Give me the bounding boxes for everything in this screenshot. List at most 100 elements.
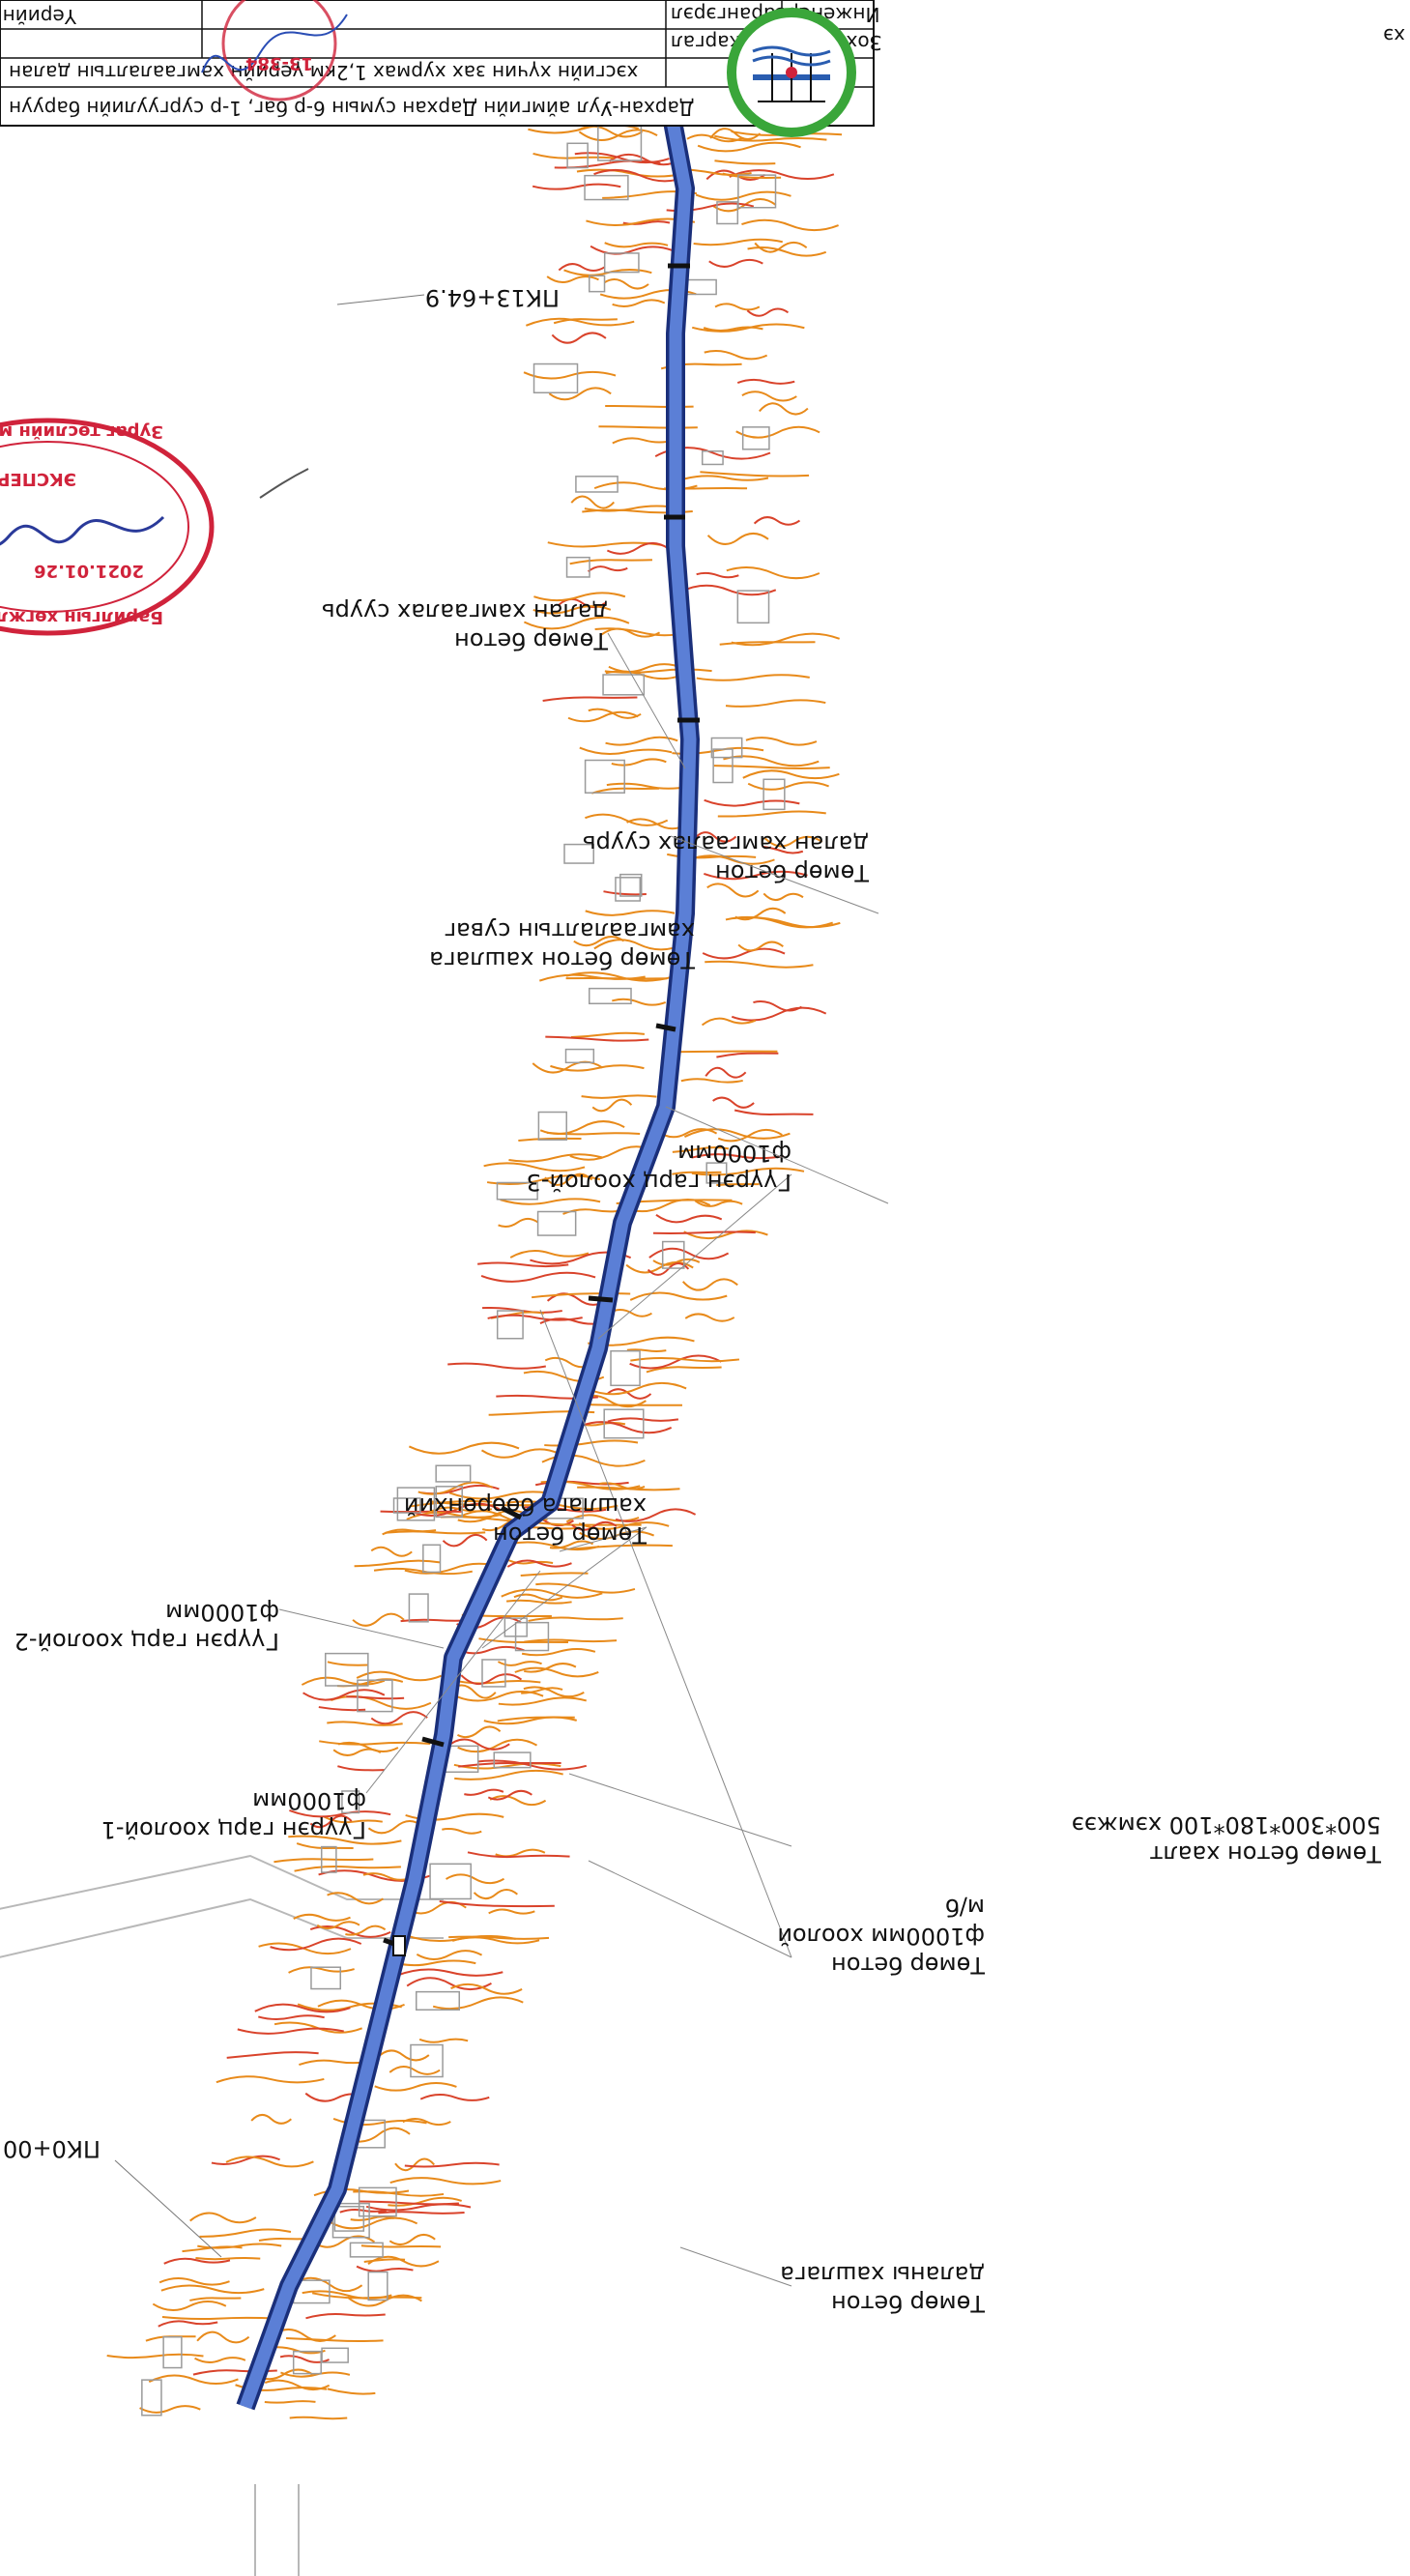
annotation-a4-line1: Гүүрэн гарц хоолой-1 [101,1816,366,1843]
contour-line [161,2316,276,2320]
contour-line [254,2003,351,2013]
contour-line [327,1661,369,1666]
contour-line [591,1098,633,1113]
building-outline [602,674,646,696]
contour-line [547,541,662,548]
contour-line [680,1078,743,1084]
contour-line [477,1261,569,1268]
contour-line [733,916,841,929]
contour-line [746,307,790,317]
building-outlines [141,125,786,2417]
annotation-a3-line2: 500*300*180*100 хэмжээ [1072,1811,1381,1838]
building-outline [310,1966,342,1990]
contour-line [606,1388,652,1400]
contour-line [226,2051,319,2059]
contour-line [544,1172,593,1186]
contour-line [701,1017,757,1027]
contour-line [480,1271,596,1283]
contour-line [216,2075,325,2084]
building-outline [575,476,619,493]
contour-line [302,1689,386,1701]
building-outline [588,987,632,1005]
contour-line [356,2265,414,2272]
expert-stamp-label: ЭКСПЕРТ № [0,469,76,489]
contour-line [576,168,685,178]
contour-line [700,471,810,478]
annotation-a10: Төмөр бетон далан хамгаалах суурь [321,598,686,769]
contour-line [139,2405,201,2414]
contour-line [439,1900,555,1908]
contour-line [316,1921,360,1929]
contour-line [741,391,797,402]
contour-line [686,854,775,865]
building-outline [705,1162,728,1184]
contour-line [612,998,667,1006]
annotation-a6-line2: хашлага бөөрөнхий [404,1492,647,1520]
contour-line [684,1313,735,1322]
contour-line [352,1612,405,1627]
contour-line [524,1638,618,1643]
contour-line [374,2081,457,2092]
contour-line [370,1546,413,1557]
station-start: ПК0+00 [3,2135,101,2162]
contour-line [408,1441,520,1455]
contour-lines [106,112,843,2420]
contour-line [506,1559,572,1568]
contour-line [286,2337,384,2343]
building-outline [610,1349,641,1387]
contour-line [456,1691,544,1702]
building-outline [496,1181,538,1201]
contour-line [498,1696,588,1706]
contour-line [747,246,827,257]
contour-line [520,1572,589,1577]
contour-line [152,2300,227,2311]
building-outline [422,1544,442,1574]
expert-stamp-subtext: Зураг төслийн магадлал [0,421,163,442]
annotation-a9: Төмөр бетон хашлага хамгаалалтын суваг [429,835,879,973]
contour-line [446,1738,510,1751]
building-outline [710,737,743,759]
contour-line [581,1094,657,1099]
side-snippet: хэ [1383,24,1405,47]
contour-line [518,1137,582,1143]
contour-line [741,218,839,232]
contour-line [590,245,675,255]
contour-line [532,152,615,159]
annotation-a10-line1: Төмөр бетон [454,627,609,654]
contour-line [763,835,823,848]
contour-line [305,2312,386,2320]
contour-line [163,2257,231,2265]
building-outline [532,362,579,394]
contour-line [197,2243,282,2249]
building-outline [741,426,770,450]
contour-line [388,2233,436,2246]
building-outline [615,877,642,902]
contour-line [708,258,763,268]
contour-line [487,1789,532,1801]
contour-line [501,1588,603,1599]
contour-line [579,746,673,755]
contour-line [194,2357,246,2363]
contour-line [605,736,678,746]
contour-line [612,299,666,307]
contour-line [289,2416,348,2420]
contour-line [158,2277,230,2286]
contour-line [319,1740,431,1746]
contour-line [211,2155,280,2165]
contour-line [714,303,761,311]
contour-line [432,1996,524,2011]
contour-line [396,1968,504,1977]
building-outline [141,2379,162,2417]
contour-line [367,2255,440,2268]
contour-line [473,1888,518,1900]
building-outline [331,2202,370,2239]
expert-stamp-icon: Барилгын хөгжлийн төв Зураг төслийн мага… [0,418,215,636]
contour-line [565,1514,640,1523]
contour-line [514,1666,599,1678]
contour-line [546,275,599,283]
contour-line [419,2094,490,2101]
contour-line [569,559,652,565]
contour-line [356,1670,442,1682]
contour-line [588,708,642,719]
